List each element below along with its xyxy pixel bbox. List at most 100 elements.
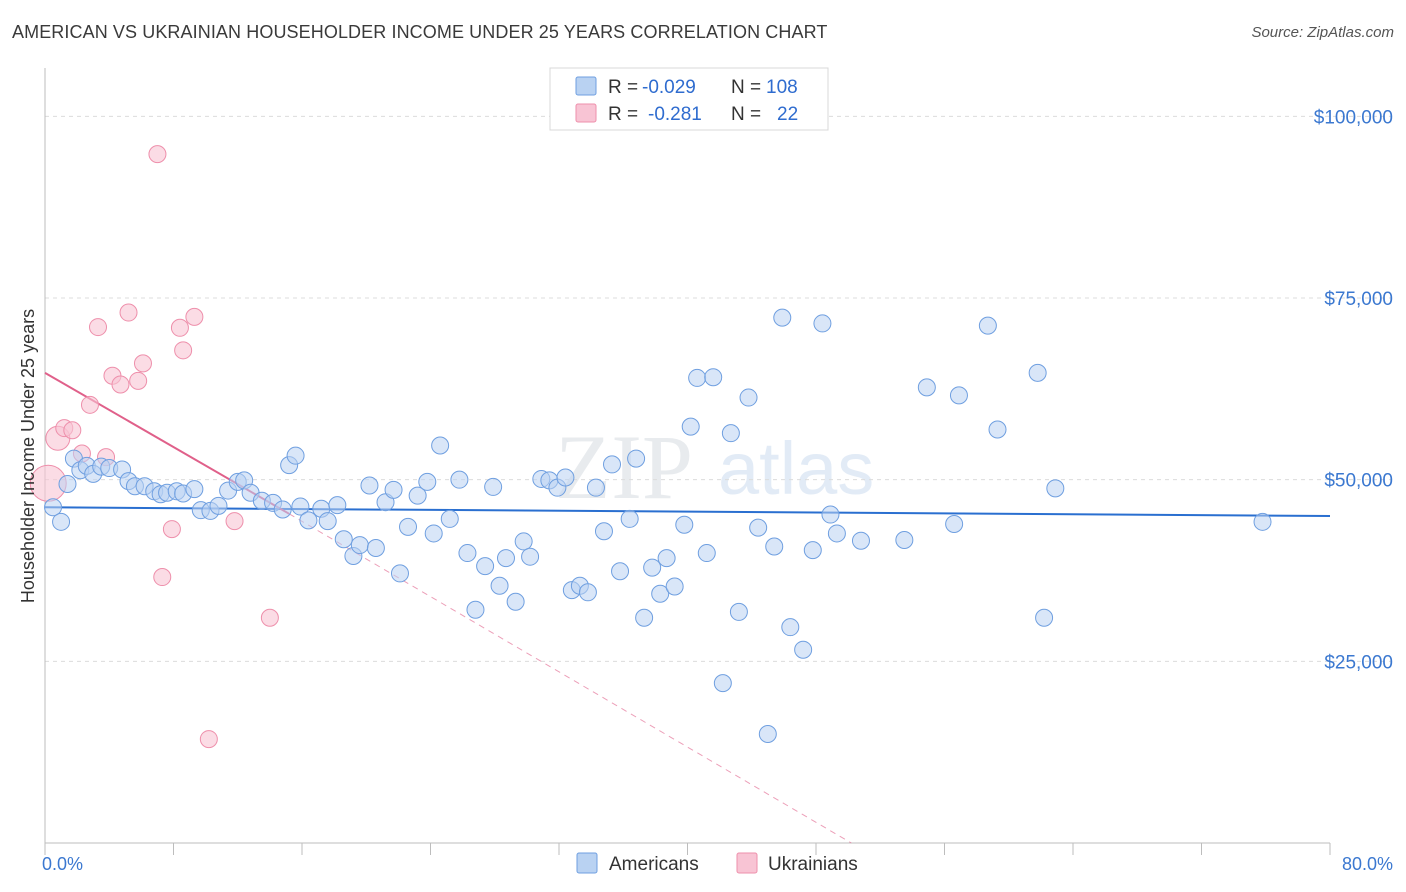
americans-point	[1028, 363, 1047, 382]
americans-point	[697, 544, 716, 563]
legend-ukrainians-r-value: -0.281	[648, 104, 702, 125]
americans-point	[827, 524, 846, 543]
americans-point	[286, 446, 305, 465]
ukrainians-point	[174, 341, 193, 360]
legend-americans-n-label: N =	[731, 77, 761, 98]
americans-point	[360, 476, 379, 495]
bottom-legend: Americans Ukrainians	[576, 852, 858, 875]
americans-point	[52, 512, 71, 531]
americans-point	[496, 549, 515, 568]
ukrainians-point	[80, 395, 99, 414]
americans-point	[1035, 608, 1054, 627]
americans-point	[431, 436, 450, 455]
watermark-zip: ZIP	[555, 416, 693, 518]
americans-point	[651, 584, 670, 603]
americans-point	[466, 600, 485, 619]
americans-point	[665, 577, 684, 596]
legend-ukrainians-r-label: R =	[608, 104, 638, 125]
bottom-legend-americans-swatch	[576, 852, 598, 874]
americans-point	[424, 524, 443, 543]
ukrainians-point	[129, 371, 148, 390]
americans-point	[556, 468, 575, 487]
ukrainians-point	[119, 303, 138, 322]
legend-ukrainians-n-label: N =	[731, 104, 761, 125]
ukrainians-point	[111, 375, 130, 394]
americans-point	[58, 475, 77, 494]
americans-point	[209, 496, 228, 515]
americans-point	[1046, 479, 1065, 498]
americans-point	[1253, 512, 1272, 531]
americans-points	[44, 308, 1272, 743]
americans-point	[408, 486, 427, 505]
americans-point	[399, 517, 418, 536]
x-tick-label-min: 0.0%	[42, 854, 83, 874]
ukrainians-point	[185, 307, 204, 326]
legend-americans-r-value: -0.029	[642, 77, 696, 98]
ukrainians-point	[170, 318, 189, 337]
americans-point	[350, 536, 369, 555]
americans-point	[978, 316, 997, 335]
legend-americans-n-value: 108	[766, 77, 798, 98]
americans-point	[821, 505, 840, 524]
bottom-legend-ukrainians: Ukrainians	[768, 854, 858, 875]
americans-point	[440, 509, 459, 528]
ukrainians-point	[63, 421, 82, 440]
americans-point	[721, 424, 740, 443]
americans-point	[620, 509, 639, 528]
americans-point	[366, 538, 385, 557]
americans-point	[917, 378, 936, 397]
legend-ukrainians-n-value: 22	[777, 104, 798, 125]
ukrainians-trend-extension	[288, 513, 852, 844]
americans-point	[328, 496, 347, 515]
americans-point	[514, 532, 533, 551]
americans-point	[729, 602, 748, 621]
watermark: ZIP atlas	[555, 416, 874, 518]
y-axis-label: Householder Income Under 25 years	[18, 309, 38, 603]
americans-point	[945, 514, 964, 533]
y-tick-label: $25,000	[1324, 652, 1393, 673]
americans-point	[273, 500, 292, 519]
americans-point	[813, 314, 832, 333]
source-label: Source: ZipAtlas.com	[1251, 24, 1394, 41]
americans-point	[643, 558, 662, 577]
americans-point	[627, 449, 646, 468]
y-tick-label: $100,000	[1314, 107, 1393, 128]
americans-point	[334, 530, 353, 549]
bottom-legend-ukrainians-swatch	[736, 852, 758, 874]
americans-point	[765, 537, 784, 556]
americans-point	[484, 477, 503, 496]
ukrainians-point	[148, 145, 167, 164]
y-tick-label: $50,000	[1324, 471, 1393, 492]
americans-point	[675, 515, 694, 534]
x-tick-label-max: 80.0%	[1342, 854, 1393, 874]
americans-point	[851, 531, 870, 550]
ukrainians-point	[225, 512, 244, 531]
americans-point	[657, 549, 676, 568]
bottom-legend-americans: Americans	[609, 854, 699, 875]
americans-point	[384, 480, 403, 499]
americans-point	[773, 308, 792, 327]
americans-point	[586, 478, 605, 497]
ukrainians-point	[89, 318, 108, 337]
americans-point	[988, 420, 1007, 439]
americans-point	[490, 576, 509, 595]
americans-point	[299, 511, 318, 530]
americans-point	[749, 518, 768, 537]
americans-point	[688, 368, 707, 387]
americans-point	[318, 512, 337, 531]
y-tick-label: $75,000	[1324, 289, 1393, 310]
americans-point	[44, 498, 63, 517]
ukrainians-point	[260, 608, 279, 627]
americans-point	[291, 497, 310, 516]
ukrainians-point	[162, 520, 181, 539]
americans-point	[713, 674, 732, 693]
gridlines	[45, 115, 1392, 662]
americans-point	[803, 541, 822, 560]
ukrainians-point	[199, 730, 218, 749]
americans-point	[611, 562, 630, 581]
americans-point	[521, 547, 540, 566]
legend: R = -0.029 N = 108 R = -0.281 N = 22	[549, 67, 829, 131]
americans-point	[758, 725, 777, 743]
ukrainians-point	[133, 354, 152, 373]
